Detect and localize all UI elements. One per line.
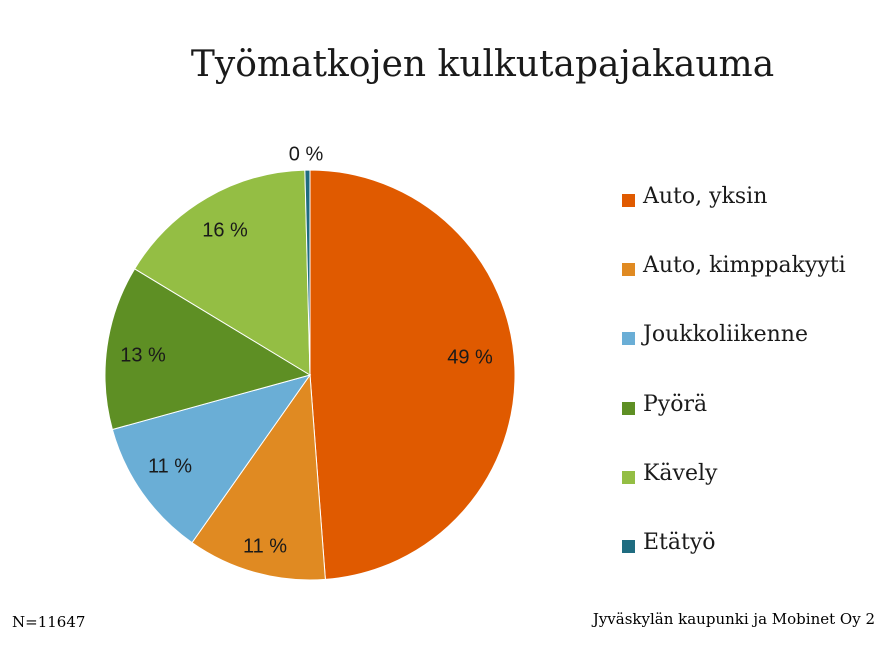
- data-label-3: 13 %: [120, 344, 166, 366]
- legend-label: Joukkoliikenne: [643, 322, 808, 348]
- legend-label: Pyörä: [643, 391, 708, 417]
- legend-item-1: Auto, kimppakyyti: [622, 253, 846, 322]
- legend-item-3: Pyörä: [622, 392, 846, 461]
- chart-legend: Auto, yksin Auto, kimppakyyti Joukkoliiken…: [622, 184, 846, 599]
- pie-slice-3: [104, 268, 312, 431]
- legend-label: Etätyö: [643, 529, 716, 555]
- chart-title: Työmatkojen kulkutapajakauma: [190, 44, 775, 85]
- pie-slice-0: [309, 169, 516, 580]
- legend-item-0: Auto, yksin: [622, 184, 846, 253]
- pie-slice-1: [191, 373, 326, 581]
- legend-swatch: [622, 470, 635, 484]
- legend-item-4: Kävely: [622, 461, 846, 530]
- legend-label: Kävely: [643, 460, 718, 486]
- legend-swatch: [622, 539, 635, 553]
- legend-swatch: [622, 194, 635, 207]
- data-label-1: 11 %: [243, 535, 287, 557]
- data-label-2: 11 %: [148, 455, 192, 477]
- source-note: Jyväskylän kaupunki ja Mobinet Oy 2: [592, 610, 875, 628]
- legend-swatch: [622, 332, 635, 346]
- pie-slice-2: [111, 374, 312, 544]
- data-label-4: 16 %: [202, 219, 248, 241]
- legend-item-2: Joukkoliikenne: [622, 322, 846, 391]
- legend-item-5: Etätyö: [622, 530, 846, 599]
- legend-label: Auto, yksin: [643, 184, 768, 209]
- legend-swatch: [622, 401, 635, 415]
- data-label-5: 0 %: [289, 143, 324, 165]
- sample-size-note: N=11647: [12, 613, 86, 631]
- legend-label: Auto, kimppakyyti: [643, 253, 846, 279]
- pie-slice-5: [304, 169, 311, 376]
- data-label-0: 49 %: [447, 346, 493, 368]
- legend-swatch: [622, 263, 635, 277]
- pie-slice-4: [133, 169, 311, 376]
